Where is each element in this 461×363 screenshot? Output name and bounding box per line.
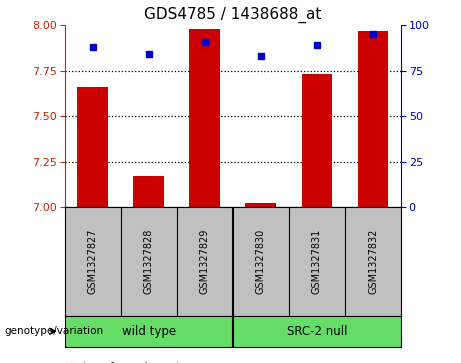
Text: GSM1327827: GSM1327827 bbox=[88, 229, 98, 294]
Text: GSM1327830: GSM1327830 bbox=[256, 229, 266, 294]
Bar bbox=[245, 203, 276, 207]
Text: GSM1327829: GSM1327829 bbox=[200, 229, 210, 294]
Text: transformed count: transformed count bbox=[83, 362, 180, 363]
Text: ■: ■ bbox=[65, 362, 75, 363]
Text: GSM1327828: GSM1327828 bbox=[144, 229, 154, 294]
Bar bbox=[189, 29, 220, 207]
Bar bbox=[133, 176, 164, 207]
Text: GSM1327831: GSM1327831 bbox=[312, 229, 322, 294]
Text: genotype/variation: genotype/variation bbox=[5, 326, 104, 336]
Text: SRC-2 null: SRC-2 null bbox=[287, 325, 347, 338]
Bar bbox=[301, 74, 332, 207]
Bar bbox=[358, 31, 389, 207]
Text: wild type: wild type bbox=[122, 325, 176, 338]
Text: GSM1327832: GSM1327832 bbox=[368, 229, 378, 294]
Bar bbox=[77, 87, 108, 207]
Title: GDS4785 / 1438688_at: GDS4785 / 1438688_at bbox=[144, 7, 321, 23]
